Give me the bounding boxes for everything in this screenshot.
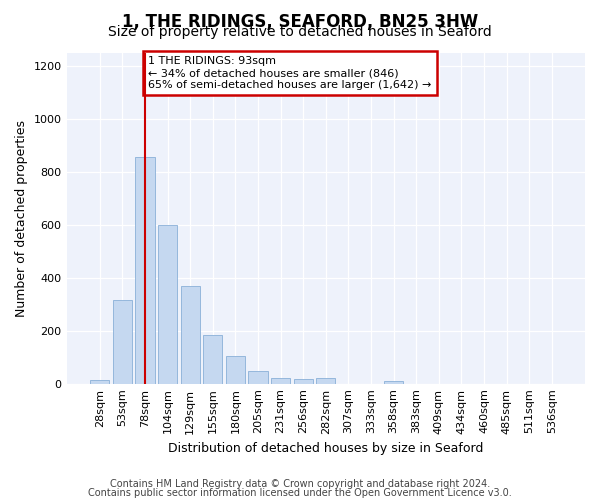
Bar	[316, 378, 335, 384]
Bar	[384, 380, 403, 384]
Bar	[293, 379, 313, 384]
Text: 1, THE RIDINGS, SEAFORD, BN25 3HW: 1, THE RIDINGS, SEAFORD, BN25 3HW	[122, 12, 478, 30]
Bar	[113, 300, 132, 384]
Bar	[136, 157, 155, 384]
Text: Size of property relative to detached houses in Seaford: Size of property relative to detached ho…	[108, 25, 492, 39]
Text: 1 THE RIDINGS: 93sqm
← 34% of detached houses are smaller (846)
65% of semi-deta: 1 THE RIDINGS: 93sqm ← 34% of detached h…	[148, 56, 431, 90]
Bar	[248, 371, 268, 384]
Bar	[271, 378, 290, 384]
X-axis label: Distribution of detached houses by size in Seaford: Distribution of detached houses by size …	[168, 442, 484, 455]
Bar	[181, 286, 200, 384]
Bar	[158, 224, 177, 384]
Bar	[203, 334, 223, 384]
Text: Contains HM Land Registry data © Crown copyright and database right 2024.: Contains HM Land Registry data © Crown c…	[110, 479, 490, 489]
Text: Contains public sector information licensed under the Open Government Licence v3: Contains public sector information licen…	[88, 488, 512, 498]
Bar	[90, 380, 109, 384]
Bar	[226, 356, 245, 384]
Y-axis label: Number of detached properties: Number of detached properties	[15, 120, 28, 316]
